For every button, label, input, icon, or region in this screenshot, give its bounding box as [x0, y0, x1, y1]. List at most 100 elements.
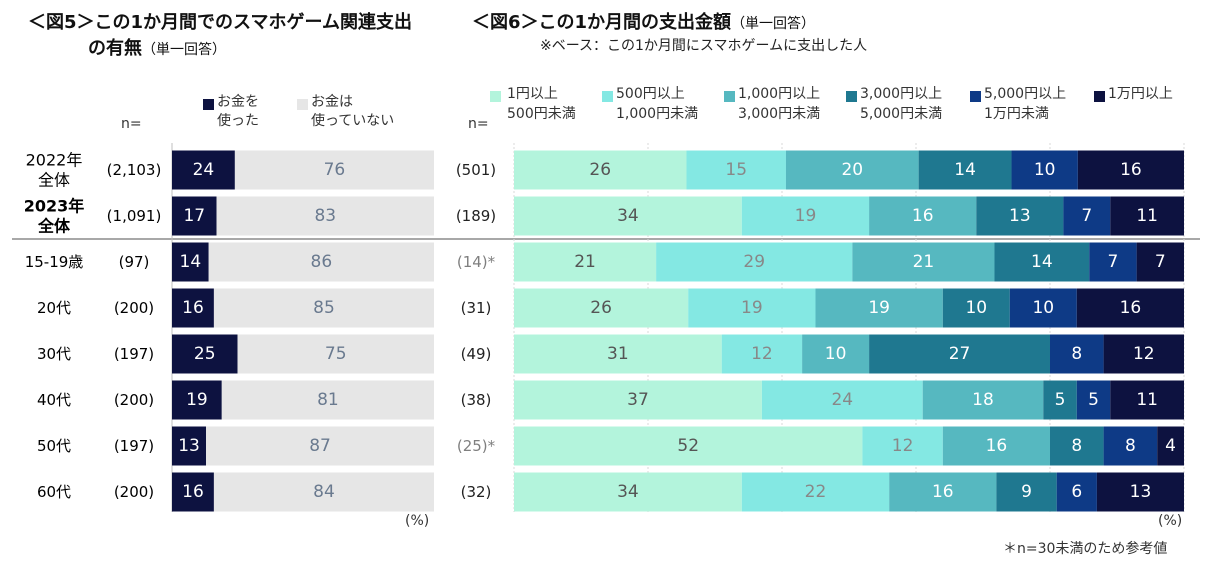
fig6-bar-7-s5	[1096, 472, 1184, 512]
fig6-bar-6-s0	[514, 426, 863, 466]
fig5-value-0-s0: 24	[193, 160, 215, 180]
fig6-title-sub: （単一回答）	[731, 16, 816, 32]
fig6-bar-3-s5	[1076, 288, 1184, 328]
fig6-value-2-s3: 14	[1031, 252, 1053, 272]
fig5-legend-notused: お金は 使っていない	[297, 94, 417, 135]
fig6-value-3-s2: 19	[868, 298, 890, 318]
fig6-legend-5-label2: 1万円未満	[984, 106, 1049, 122]
fig6-bar-5-s3	[1043, 380, 1077, 420]
fig5-n-header: n=	[121, 116, 142, 132]
fig6-value-3-s4: 10	[1032, 298, 1054, 318]
fig5-value-1-s0: 17	[183, 206, 205, 226]
fig6-value-0-s5: 16	[1120, 160, 1142, 180]
fig6-value-7-s3: 9	[1021, 482, 1032, 502]
fig5-n-7: (200)	[114, 483, 154, 501]
fig5-bar-2-s0	[172, 242, 209, 282]
fig5-n-2: (97)	[119, 253, 150, 271]
fig6-bar-5-s0	[514, 380, 762, 420]
fig5-n-0: (2,103)	[107, 161, 162, 179]
fig5-pct-label: (%)	[405, 513, 430, 529]
fig6-value-4-s2: 10	[825, 344, 847, 364]
fig6-bar-5-s1	[761, 380, 923, 420]
fig6-bar-1-s5	[1110, 196, 1184, 236]
fig6-legend-swatch-4	[846, 91, 857, 102]
fig5-bar-4-s0	[172, 334, 238, 374]
fig6-legend-swatch-5	[970, 91, 981, 102]
fig6-bar-1-s2	[869, 196, 977, 236]
fig5-legend-used-label1: お金を	[217, 94, 259, 110]
category-label-0-b: 全体	[38, 171, 70, 190]
fig6-bar-0-s5	[1077, 150, 1184, 190]
fig6-value-2-s4: 7	[1108, 252, 1119, 272]
fig6-legend-4-label2: 5,000円未満	[860, 106, 943, 122]
fig6-legend-5-label1: 5,000円以上	[984, 86, 1067, 102]
fig6-bar-7-s1	[741, 472, 890, 512]
fig5-n-4: (197)	[114, 345, 154, 363]
fig5-value-2-s0: 14	[180, 252, 202, 272]
fig6-value-7-s2: 16	[932, 482, 954, 502]
fig6-bar-7-s3	[996, 472, 1057, 512]
fig5-title-line1: ＜図5＞この1か月間でのスマホゲーム関連支出	[28, 12, 412, 33]
fig6-bar-2-s2	[852, 242, 995, 282]
fig5-legend-swatch-used	[203, 99, 214, 110]
fig6-n-0: (501)	[456, 161, 496, 179]
fig5-bar-0-s1	[234, 150, 434, 190]
fig6-bar-3-s4	[1009, 288, 1077, 328]
fig5-legend-notused-label2: 使っていない	[311, 113, 395, 129]
fig6-value-0-s2: 20	[841, 160, 863, 180]
fig5-value-1-s1: 83	[314, 206, 336, 226]
fig6-value-1-s3: 13	[1009, 206, 1031, 226]
fig6-n-6: (25)*	[457, 437, 496, 455]
fig6-value-0-s3: 14	[954, 160, 976, 180]
fig6-value-4-s1: 12	[751, 344, 773, 364]
fig5-bar-1-s1	[216, 196, 434, 236]
fig5-bar-7-s0	[172, 472, 214, 512]
fig6-legend-3-label2: 3,000円未満	[738, 106, 821, 122]
fig6-bar-2-s0	[514, 242, 657, 282]
fig5-value-0-s1: 76	[324, 160, 346, 180]
fig6-value-2-s1: 29	[743, 252, 765, 272]
fig6-value-4-s0: 31	[607, 344, 629, 364]
fig6-bar-3-s2	[815, 288, 943, 328]
category-label-7: 60代	[37, 483, 71, 501]
fig6-base-note: ※ベース：この1か月間にスマホゲームに支出した人	[540, 38, 868, 54]
fig6-value-3-s1: 19	[741, 298, 763, 318]
fig6-bar-4-s4	[1050, 334, 1104, 374]
fig5-n-6: (197)	[114, 437, 154, 455]
category-label-2: 15-19歳	[25, 253, 84, 271]
category-label-6: 50代	[37, 437, 71, 455]
fig5-value-7-s0: 16	[182, 482, 204, 502]
fig6-n-4: (49)	[461, 345, 492, 363]
fig6-bar-6-s3	[1050, 426, 1104, 466]
fig6-legend-swatch-2	[602, 91, 613, 102]
fig6-n-header: n=	[468, 116, 489, 132]
fig5-bar-4-s1	[237, 334, 434, 374]
fig5-bar-5-s0	[172, 380, 222, 420]
fig6-value-5-s5: 11	[1136, 390, 1158, 410]
fig6-n-2: (14)*	[457, 253, 496, 271]
fig6-value-5-s3: 5	[1055, 390, 1066, 410]
fig6-title-main: ＜図6＞この1か月間の支出金額	[472, 12, 732, 33]
fig5-title-sub: （単一回答）	[142, 42, 226, 58]
fig6-value-4-s4: 8	[1071, 344, 1082, 364]
fig6-value-0-s1: 15	[725, 160, 747, 180]
fig6-bar-4-s1	[721, 334, 803, 374]
fig5-bar-6-s1	[206, 426, 434, 466]
fig6-bar-1-s3	[976, 196, 1064, 236]
fig6-bar-6-s1	[862, 426, 943, 466]
fig5-bar-0-s0	[172, 150, 235, 190]
fig6-value-3-s5: 16	[1120, 298, 1142, 318]
fig6-value-6-s2: 16	[986, 436, 1008, 456]
fig6-value-1-s5: 11	[1136, 206, 1158, 226]
fig5-value-6-s0: 13	[178, 436, 200, 456]
fig5-title-line2: の有無	[88, 38, 142, 59]
category-label-5: 40代	[37, 391, 71, 409]
fig5-value-3-s0: 16	[182, 298, 204, 318]
fig6-bar-5-s4	[1076, 380, 1111, 420]
fig6-bar-5-s2	[922, 380, 1044, 420]
fig6-value-1-s0: 34	[617, 206, 639, 226]
fig5-value-5-s0: 19	[186, 390, 208, 410]
fig6-n-7: (32)	[461, 483, 492, 501]
fig6-value-5-s1: 24	[831, 390, 853, 410]
